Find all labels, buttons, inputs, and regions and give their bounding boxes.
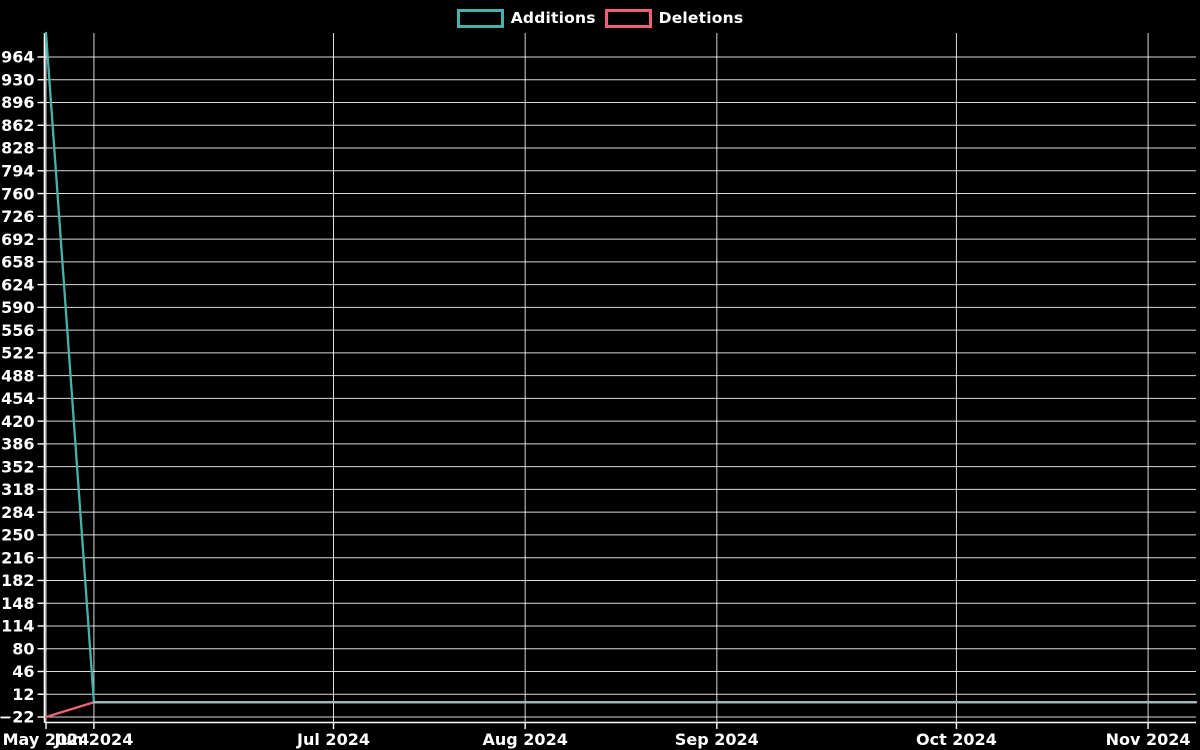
additions-line <box>44 31 1198 704</box>
y-tick-label: 80 <box>12 639 34 658</box>
y-tick-label: 896 <box>1 93 34 112</box>
y-tick-label: 148 <box>1 594 34 613</box>
y-tick-label: 658 <box>1 253 34 272</box>
legend-item-deletions: Deletions <box>604 8 744 28</box>
y-tick-label: 420 <box>1 412 34 431</box>
legend-swatch-deletions <box>604 8 652 28</box>
y-tick-label: 182 <box>1 571 34 590</box>
y-tick-label: 692 <box>1 230 34 249</box>
y-tick-label: 284 <box>1 503 34 522</box>
chart-legend: Additions Deletions <box>0 5 1200 31</box>
x-tick-label: Nov 2024 <box>1106 730 1191 749</box>
y-tick-label: 590 <box>1 298 34 317</box>
y-tick-label: 964 <box>1 48 34 67</box>
y-tick-label: −22 <box>0 708 35 727</box>
y-tick-label: 250 <box>1 526 34 545</box>
y-tick-label: 624 <box>1 275 34 294</box>
y-tick-label: 46 <box>12 662 34 681</box>
y-tick-label: 726 <box>1 207 34 226</box>
x-tick-label: Jun 2024 <box>53 730 133 749</box>
legend-item-additions: Additions <box>456 8 596 28</box>
y-tick-label: 522 <box>1 344 34 363</box>
y-tick-label: 488 <box>1 366 34 385</box>
y-tick-label: 862 <box>1 116 34 135</box>
x-tick-label: May 2024 <box>3 730 90 749</box>
y-tick-label: 828 <box>1 139 34 158</box>
y-tick-label: 930 <box>1 70 34 89</box>
x-tick-label: Jul 2024 <box>296 730 370 749</box>
legend-label-deletions: Deletions <box>658 9 744 27</box>
x-tick-label: Aug 2024 <box>483 730 568 749</box>
y-tick-label: 352 <box>1 457 34 476</box>
y-tick-label: 386 <box>1 435 34 454</box>
deletions-line <box>44 701 1198 719</box>
y-tick-label: 794 <box>1 161 34 180</box>
legend-label-additions: Additions <box>510 9 596 27</box>
y-tick-label: 556 <box>1 321 34 340</box>
legend-swatch-additions <box>456 8 504 28</box>
y-tick-label: 454 <box>1 389 34 408</box>
y-tick-label: 216 <box>1 548 34 567</box>
y-tick-label: 114 <box>1 617 34 636</box>
y-tick-label: 12 <box>12 685 34 704</box>
y-tick-label: 318 <box>1 480 34 499</box>
y-tick-label: 760 <box>1 184 34 203</box>
x-tick-label: Oct 2024 <box>916 730 997 749</box>
x-tick-label: Sep 2024 <box>675 730 759 749</box>
